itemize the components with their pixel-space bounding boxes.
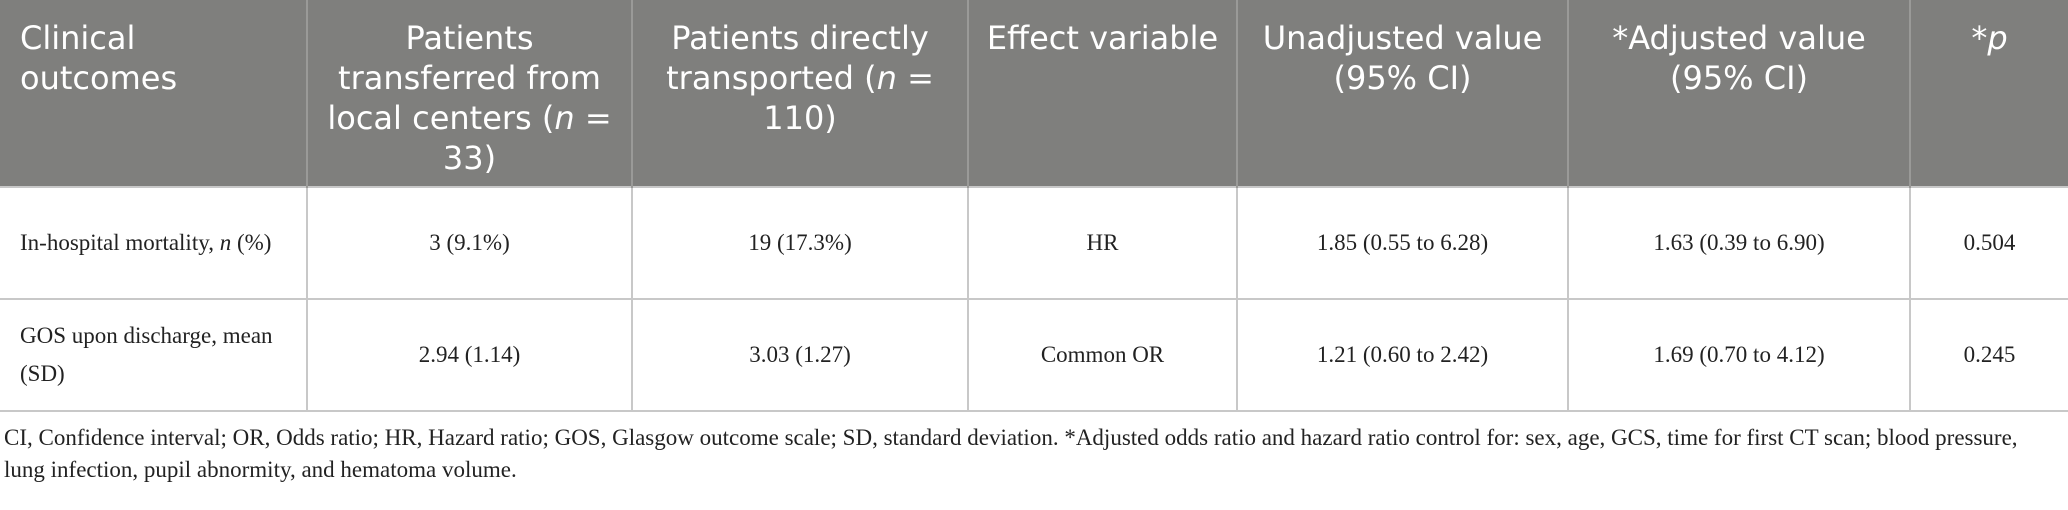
table-cell: 1.21 (0.60 to 2.42)	[1236, 298, 1569, 412]
text-segment: 3.03 (1.27)	[749, 342, 851, 367]
table-cell: 1.85 (0.55 to 6.28)	[1236, 186, 1569, 300]
text-segment: n	[554, 99, 575, 137]
table-row: In-hospital mortality, n (%) 3 (9.1%) 19 (…	[0, 186, 2068, 300]
table-cell: HR	[967, 186, 1238, 300]
text-segment: 0.504	[1963, 230, 2016, 255]
header-row: Clinical outcomes Patients transferred fr…	[0, 0, 2068, 187]
footnote: CI, Confidence interval; OR, Odds ratio;…	[4, 425, 2018, 482]
text-segment: GOS upon discharge, mean (SD)	[20, 323, 273, 386]
text-segment: Unadjusted value (95% CI)	[1262, 19, 1543, 97]
table-body: In-hospital mortality, n (%) 3 (9.1%) 19 (…	[0, 186, 2068, 412]
text-segment: 1.21 (0.60 to 2.42)	[1316, 342, 1489, 367]
text-segment: 0.245	[1963, 342, 2016, 367]
outcomes-table: Clinical outcomes Patients transferred fr…	[0, 0, 2068, 412]
text-segment: n	[876, 59, 897, 97]
table-cell: 0.504	[1909, 186, 2068, 300]
header-cell: Effect variable	[967, 0, 1237, 187]
text-segment: 1.69 (0.70 to 4.12)	[1653, 342, 1825, 367]
text-segment: 1.63 (0.39 to 6.90)	[1653, 230, 1825, 255]
table-cell: 1.69 (0.70 to 4.12)	[1567, 298, 1911, 412]
text-segment: p	[1987, 19, 2008, 57]
text-segment: 19 (17.3%)	[748, 230, 852, 255]
text-segment: 3 (9.1%)	[429, 230, 510, 255]
table-row: GOS upon discharge, mean (SD) 2.94 (1.14)…	[0, 298, 2068, 412]
text-segment: = 33)	[442, 99, 612, 177]
table-cell: 3.03 (1.27)	[631, 298, 969, 412]
text-segment: In-hospital mortality,	[20, 230, 220, 255]
table-cell: 0.245	[1909, 298, 2068, 412]
header-cell: *p	[1909, 0, 2068, 187]
text-segment: (%)	[231, 230, 272, 255]
text-segment: Patients transferred from local centers …	[327, 19, 601, 137]
header-cell: Clinical outcomes	[0, 0, 307, 187]
text-segment: Common OR	[1040, 342, 1165, 367]
table-cell: 1.63 (0.39 to 6.90)	[1567, 186, 1911, 300]
header-cell: *Adjusted value (95% CI)	[1567, 0, 1910, 187]
table-cell: In-hospital mortality, n (%)	[0, 186, 308, 300]
table-cell: 2.94 (1.14)	[306, 298, 633, 412]
text-segment: 1.85 (0.55 to 6.28)	[1316, 230, 1489, 255]
table-cell: 19 (17.3%)	[631, 186, 969, 300]
header-cell: Patients transferred from local centers …	[306, 0, 632, 187]
text-segment: Patients directly transported (	[666, 19, 929, 97]
text-segment: Clinical outcomes	[20, 19, 178, 97]
text-segment: 2.94 (1.14)	[418, 342, 521, 367]
text-segment: n	[219, 230, 232, 255]
table-cell: Common OR	[967, 298, 1238, 412]
table-cell: 3 (9.1%)	[306, 186, 633, 300]
text-segment: = 110)	[763, 59, 934, 137]
text-segment: Effect variable	[986, 19, 1219, 57]
text-segment: *	[1971, 19, 1988, 57]
text-segment: *Adjusted value (95% CI)	[1612, 19, 1866, 97]
header-cell: Patients directly transported (n = 110)	[631, 0, 968, 187]
header-cell: Unadjusted value (95% CI)	[1236, 0, 1568, 187]
text-segment: HR	[1086, 230, 1119, 255]
table-cell: GOS upon discharge, mean (SD)	[0, 298, 308, 412]
